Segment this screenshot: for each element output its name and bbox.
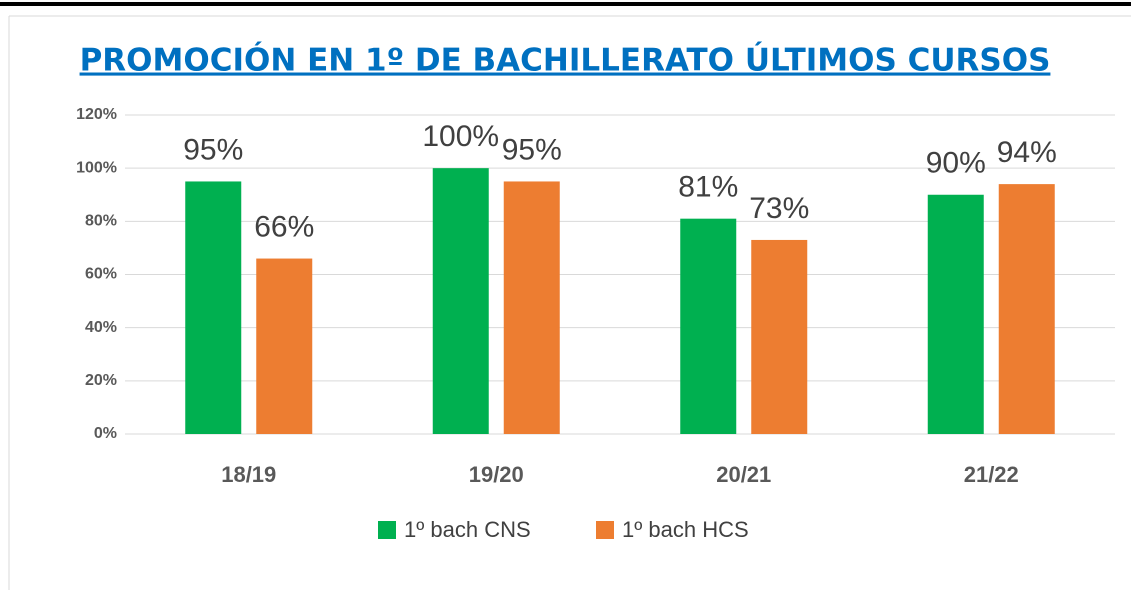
legend-label: 1º bach CNS xyxy=(404,517,531,542)
y-tick-label: 120% xyxy=(76,106,117,123)
data-label: 66% xyxy=(254,210,314,243)
data-label: 95% xyxy=(502,133,562,166)
y-tick-label: 100% xyxy=(76,159,117,176)
x-tick-label: 20/21 xyxy=(716,462,771,487)
y-tick-label: 40% xyxy=(85,319,117,336)
chart-title: PROMOCIÓN EN 1º DE BACHILLERATO ÚLTIMOS … xyxy=(80,42,1051,79)
bar xyxy=(998,184,1055,434)
y-tick-label: 80% xyxy=(85,213,117,230)
y-tick-label: 0% xyxy=(94,425,117,442)
y-tick-label: 20% xyxy=(85,372,117,389)
data-label: 90% xyxy=(926,147,986,180)
legend-swatch xyxy=(596,521,614,539)
bar xyxy=(751,239,808,434)
data-label: 73% xyxy=(749,192,809,225)
bar xyxy=(185,181,242,434)
bar xyxy=(503,181,560,434)
bar xyxy=(256,258,313,434)
x-tick-label: 21/22 xyxy=(964,462,1019,487)
data-label: 100% xyxy=(422,120,499,153)
bar xyxy=(680,218,737,434)
bar xyxy=(927,194,984,434)
data-label: 95% xyxy=(183,133,243,166)
bar xyxy=(432,168,489,434)
y-tick-label: 60% xyxy=(85,266,117,283)
x-tick-label: 18/19 xyxy=(221,462,276,487)
data-label: 81% xyxy=(678,171,738,204)
legend-swatch xyxy=(378,521,396,539)
data-label: 94% xyxy=(997,136,1057,169)
legend-label: 1º bach HCS xyxy=(622,517,749,542)
x-tick-label: 19/20 xyxy=(469,462,524,487)
